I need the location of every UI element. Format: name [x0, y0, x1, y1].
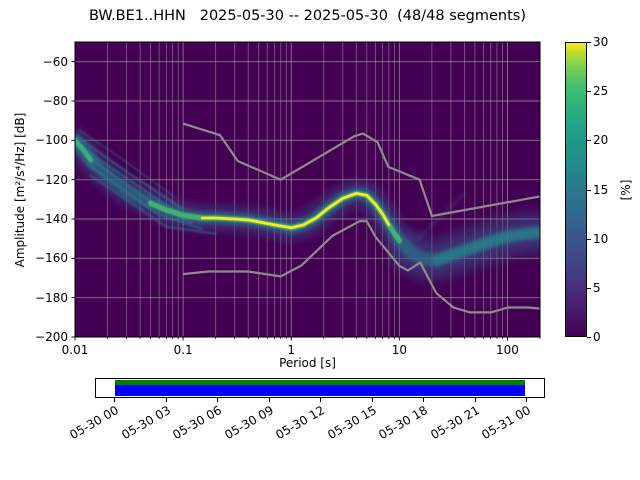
colorbar-tick-label: 0 — [593, 330, 601, 344]
timeline-tick-label: 05-31 00 — [479, 403, 533, 443]
colorbar-tick-label: 30 — [593, 35, 609, 49]
y-tick-label: −140 — [35, 212, 68, 226]
ppsd-plot-canvas — [71, 41, 541, 341]
x-tick-label: 0.01 — [61, 343, 89, 357]
colorbar-tick-label: 10 — [593, 231, 609, 246]
timeline-data-availability-bar — [115, 385, 525, 396]
timeline-tick-mark — [423, 398, 424, 402]
noise-model-line-nhnm — [182, 122, 540, 218]
y-tick-label: −100 — [35, 133, 68, 148]
colorbar-tick-mark — [587, 42, 591, 43]
colorbar-label: [%] — [619, 179, 633, 201]
colorbar-tick-mark — [587, 91, 591, 93]
y-tick-label: −180 — [35, 290, 68, 305]
plot-title: BW.BE1..HHN 2025-05-30 -- 2025-05-30 (48… — [88, 8, 527, 24]
psd-density-stroke-right-faint-streak — [416, 191, 466, 241]
timeline-tick-mark — [165, 398, 167, 402]
colorbar-tick-label: 5 — [593, 280, 601, 295]
y-tick-label: −120 — [35, 172, 68, 187]
psd-density-stroke-fan-line-6 — [78, 129, 174, 197]
timeline-tick-label: 05-30 03 — [118, 403, 173, 443]
x-tick-label: 10 — [391, 343, 407, 357]
timeline-tick-mark — [268, 398, 270, 402]
timeline-tick-mark — [114, 398, 115, 402]
timeline-tick-label: 05-30 15 — [324, 403, 379, 443]
timeline-tick-label: 05-30 12 — [273, 403, 327, 443]
axes-spine — [74, 41, 541, 338]
timeline-tick-mark — [217, 398, 218, 402]
timeline-tick-mark — [320, 398, 321, 402]
psd-density-stroke-fan-line-4 — [86, 162, 204, 231]
y-axis-label: Amplitude [m²/s⁴/Hz] [dB] — [13, 112, 27, 268]
timeline-used-segments-bar — [115, 380, 525, 385]
timeline-tick-label: 05-30 21 — [427, 403, 482, 443]
timeline-tick-mark — [474, 398, 476, 402]
colorbar-tick-mark — [587, 189, 591, 191]
timeline-tick-mark — [526, 398, 527, 402]
colorbar-tick-mark — [587, 238, 591, 240]
timeline-coverage-bar — [95, 378, 545, 398]
colorbar-tick-label: 25 — [593, 84, 609, 99]
x-tick-label: 1 — [287, 343, 296, 357]
noise-model-lines — [182, 122, 540, 314]
psd-density-stroke-right-mid-band — [431, 228, 540, 265]
timeline-tick-label: 05-30 09 — [221, 403, 276, 443]
psd-density-stroke-mode-core — [200, 192, 391, 230]
colorbar-tick-mark — [587, 140, 591, 142]
timeline-tick-mark — [371, 398, 373, 402]
timeline-fill — [115, 379, 525, 397]
colorbar-tick-mark — [587, 287, 591, 289]
y-tick-label: −80 — [42, 94, 68, 108]
timeline-tick-label: 05-30 18 — [376, 403, 430, 443]
timeline-tick-label: 05-30 06 — [170, 403, 224, 443]
timeline-tick-label: 05-30 00 — [67, 403, 121, 443]
x-tick-label: 0.1 — [173, 343, 193, 357]
psd-density-stroke-fan-line-5 — [89, 174, 217, 236]
ppsd-density-cloud — [75, 128, 540, 284]
colorbar — [565, 42, 587, 337]
colorbar-tick-mark — [587, 337, 591, 338]
y-tick-label: −160 — [35, 251, 68, 266]
psd-density-stroke-fan-line-1 — [78, 137, 185, 211]
x-axis-label: Period [s] — [279, 356, 336, 370]
colorbar-tick-label: 20 — [593, 133, 609, 148]
x-tick-label: 100 — [496, 343, 519, 357]
noise-model-line-nlnm — [182, 220, 540, 314]
psd-density-stroke-fan-line-2 — [78, 144, 185, 219]
colorbar-tick-label: 15 — [593, 182, 609, 197]
y-tick-label: −200 — [35, 330, 68, 344]
y-tick-label: −60 — [42, 54, 68, 69]
psd-density-stroke-left-blob-core — [75, 137, 94, 163]
